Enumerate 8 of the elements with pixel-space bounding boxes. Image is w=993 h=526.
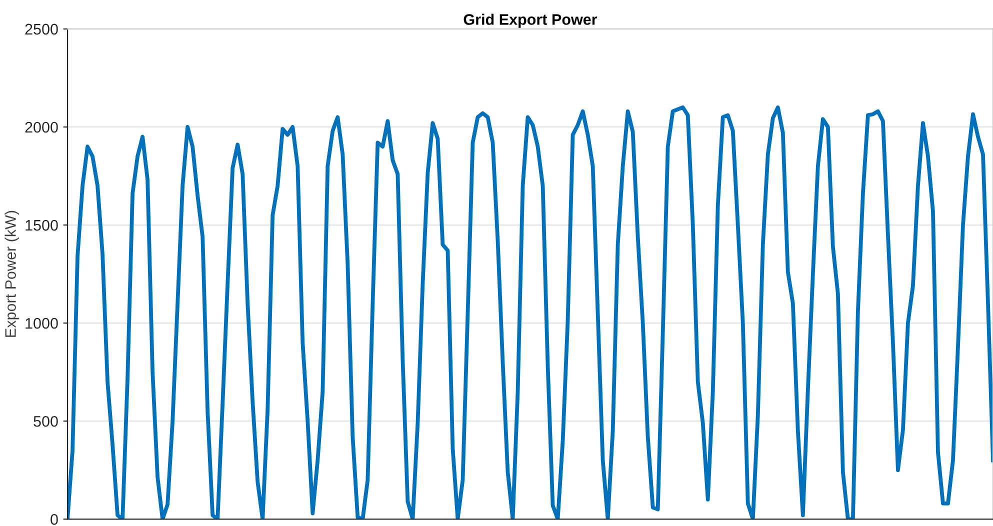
y-tick-label: 1500 (26, 220, 58, 231)
y-axis-title: Export Power (kW) (4, 210, 19, 337)
y-tick-label: 0 (50, 514, 58, 525)
y-tick-label: 1000 (26, 318, 58, 329)
y-tick-label: 2500 (25, 24, 58, 35)
chart-title: Grid Export Power (464, 14, 598, 28)
y-tick-label: 500 (34, 416, 58, 427)
y-tick-label: 2000 (25, 122, 58, 133)
